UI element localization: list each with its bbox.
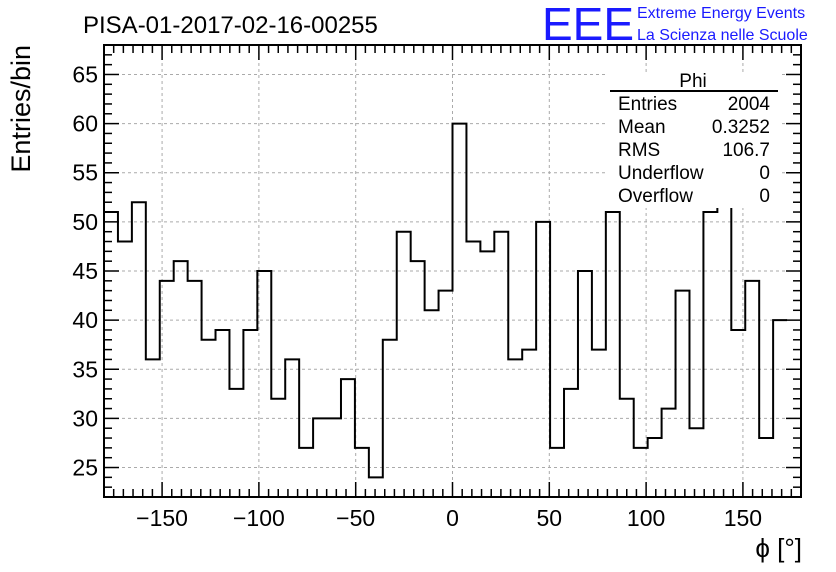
y-axis-label: Entries/bin — [6, 45, 36, 173]
histogram-bin — [257, 271, 271, 497]
histogram-outline — [104, 122, 788, 479]
y-tick-label: 45 — [72, 258, 98, 284]
stats-label: Underflow — [618, 163, 704, 184]
histogram-bin — [508, 359, 522, 497]
stats-box-background — [607, 72, 779, 208]
histogram-bin — [717, 183, 731, 497]
y-tick-label: 30 — [72, 405, 98, 431]
histogram-bin — [327, 418, 341, 497]
histogram-bin — [397, 232, 411, 497]
histogram-bin — [202, 340, 216, 497]
histogram-bin — [662, 409, 676, 497]
y-tick-label: 50 — [72, 209, 98, 235]
histogram-bin — [522, 350, 536, 497]
histogram-bin — [188, 281, 202, 497]
x-axis-label: ϕ [°] — [755, 533, 802, 563]
y-tick-label: 60 — [72, 111, 98, 137]
histogram-bars — [104, 122, 788, 497]
stats-label: Mean — [618, 117, 666, 138]
histogram-bin — [369, 477, 383, 497]
x-tick-label: −50 — [336, 505, 375, 531]
histogram-bin — [453, 124, 467, 497]
histogram-bin — [271, 399, 285, 497]
y-tick-label: 55 — [72, 160, 98, 186]
histogram-bin — [564, 389, 578, 497]
histogram-bin — [606, 212, 620, 497]
eee-logo-line1: Extreme Energy Events — [637, 5, 805, 22]
histogram-bin — [703, 212, 717, 497]
chart-title: PISA-01-2017-02-16-00255 — [83, 12, 378, 39]
histogram-bin — [592, 350, 606, 497]
eee-logo: EEE Extreme Energy Events La Scienza nel… — [542, 0, 808, 50]
stats-value: 2004 — [728, 94, 771, 115]
histogram-bin — [383, 340, 397, 497]
y-tick-label: 65 — [72, 61, 98, 87]
x-tick-label: −150 — [136, 505, 188, 531]
histogram-bin — [229, 389, 243, 497]
stats-box-title: Phi — [679, 71, 706, 92]
y-axis-ticks: 25 30 35 40 45 50 55 60 65 — [72, 54, 801, 488]
eee-logo-line2: La Scienza nelle Scuole — [637, 27, 808, 44]
histogram-bin — [536, 222, 550, 497]
histogram-bin — [146, 359, 160, 497]
histogram-bin — [285, 359, 299, 497]
histogram-bin — [299, 448, 313, 497]
stats-label: Entries — [618, 94, 677, 115]
histogram-bin — [425, 310, 439, 497]
histogram-bin — [759, 438, 773, 497]
stats-box: Phi Entries 2004 Mean 0.3252 RMS 106.7 Underfl… — [607, 71, 779, 208]
histogram-bin — [466, 242, 480, 497]
histogram-bin — [132, 202, 146, 497]
histogram-bin — [243, 330, 257, 497]
eee-logo-mark: EEE — [542, 0, 634, 50]
histogram-bin — [160, 281, 174, 497]
histogram-bin — [174, 261, 188, 497]
histogram-bin — [118, 242, 132, 497]
histogram-bin — [341, 379, 355, 497]
histogram-bin — [773, 320, 787, 497]
stats-value: 0.3252 — [712, 117, 770, 138]
histogram-bin — [313, 418, 327, 497]
histogram-bin — [355, 448, 369, 497]
histogram-bin — [411, 261, 425, 497]
histogram-bin — [480, 251, 494, 497]
histogram-bin — [745, 281, 759, 497]
histogram-bin — [104, 212, 118, 497]
x-tick-label: 100 — [627, 505, 665, 531]
x-tick-label: 150 — [724, 505, 762, 531]
histogram-bin — [578, 271, 592, 497]
histogram-bin — [676, 291, 690, 497]
stats-label: Overflow — [618, 186, 693, 207]
stats-value: 0 — [759, 163, 770, 184]
x-tick-label: −100 — [233, 505, 285, 531]
y-tick-label: 40 — [72, 307, 98, 333]
histogram-bin — [689, 428, 703, 497]
histogram-bin — [439, 291, 453, 497]
x-tick-label: 50 — [537, 505, 563, 531]
histogram-bin — [731, 330, 745, 497]
y-tick-label: 25 — [72, 455, 98, 481]
stats-label: RMS — [618, 140, 660, 161]
x-axis-ticks: −150 −100 −50 0 50 100 150 — [112, 45, 793, 531]
histogram-bin — [494, 232, 508, 497]
histogram-bin — [216, 330, 230, 497]
x-tick-label: 0 — [446, 505, 459, 531]
stats-value: 0 — [759, 186, 770, 207]
histogram-bin — [648, 438, 662, 497]
histogram-bin — [620, 399, 634, 497]
y-tick-label: 35 — [72, 356, 98, 382]
stats-value: 106.7 — [722, 140, 770, 161]
histogram-bin — [550, 448, 564, 497]
